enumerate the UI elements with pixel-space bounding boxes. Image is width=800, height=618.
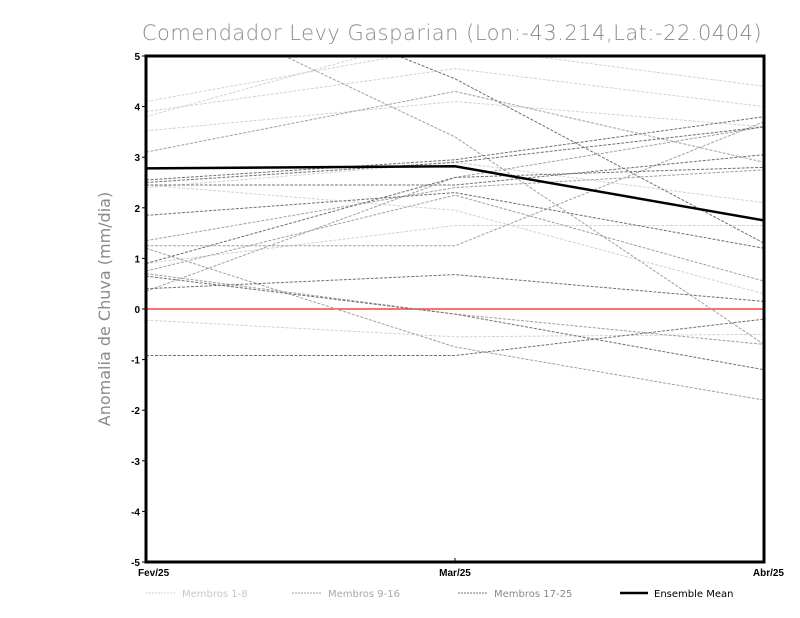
- legend-label-ensemble-mean: Ensemble Mean: [654, 589, 733, 600]
- y-axis-label: Anomalia de Chuva (mm/dia): [95, 192, 114, 426]
- chart-title: Comendador Levy Gasparian (Lon:-43.214,L…: [142, 21, 762, 45]
- member-line-g2-4: [146, 90, 764, 163]
- legend-label-g1: Membros 1-8: [182, 589, 248, 600]
- y-tick-label: 0: [134, 305, 140, 316]
- y-tick-label: 2: [134, 204, 140, 215]
- y-tick-label: -2: [131, 406, 140, 417]
- y-tick-label: 1: [134, 254, 140, 265]
- y-tick-label: 3: [134, 153, 140, 164]
- x-tick-label: Mar/25: [439, 568, 471, 579]
- member-line-g2-7: [146, 247, 764, 401]
- y-tick-label: -5: [131, 558, 140, 569]
- member-line-g3-3: [146, 154, 764, 186]
- member-line-g3-7: [146, 275, 764, 371]
- member-line-g2-2: [146, 121, 764, 247]
- y-tick-label: -1: [131, 356, 140, 367]
- y-tick-label: 5: [134, 52, 140, 63]
- x-tick-label: Abr/25: [753, 568, 785, 579]
- member-line-g3-9: [146, 166, 764, 264]
- member-line-g3-6: [146, 318, 764, 357]
- member-line-g2-1: [146, 126, 764, 292]
- member-line-g1-2: [146, 68, 764, 113]
- member-line-g3-1: [146, 116, 764, 181]
- member-line-g3-4: [146, 192, 764, 249]
- x-tick-label: Fev/25: [138, 568, 170, 579]
- member-line-g1-4: [146, 184, 764, 295]
- member-line-g1-8: [146, 161, 764, 204]
- y-tick-label: 4: [134, 103, 140, 114]
- member-line-g1-1: [146, 56, 764, 103]
- member-line-g1-3: [146, 101, 764, 132]
- ensemble-mean-line: [146, 165, 764, 222]
- legend-label-g2: Membros 9-16: [328, 589, 400, 600]
- y-tick-label: -4: [131, 507, 140, 518]
- member-line-g1-5: [146, 225, 764, 264]
- member-line-g3-5: [146, 274, 764, 302]
- member-line-g2-8: [283, 56, 764, 345]
- legend-label-g3: Membros 17-25: [494, 589, 572, 600]
- member-line-g2-5: [146, 194, 764, 282]
- member-line-g2-6: [146, 169, 764, 242]
- y-tick-label: -3: [131, 457, 140, 468]
- member-line-g1-6: [146, 319, 764, 338]
